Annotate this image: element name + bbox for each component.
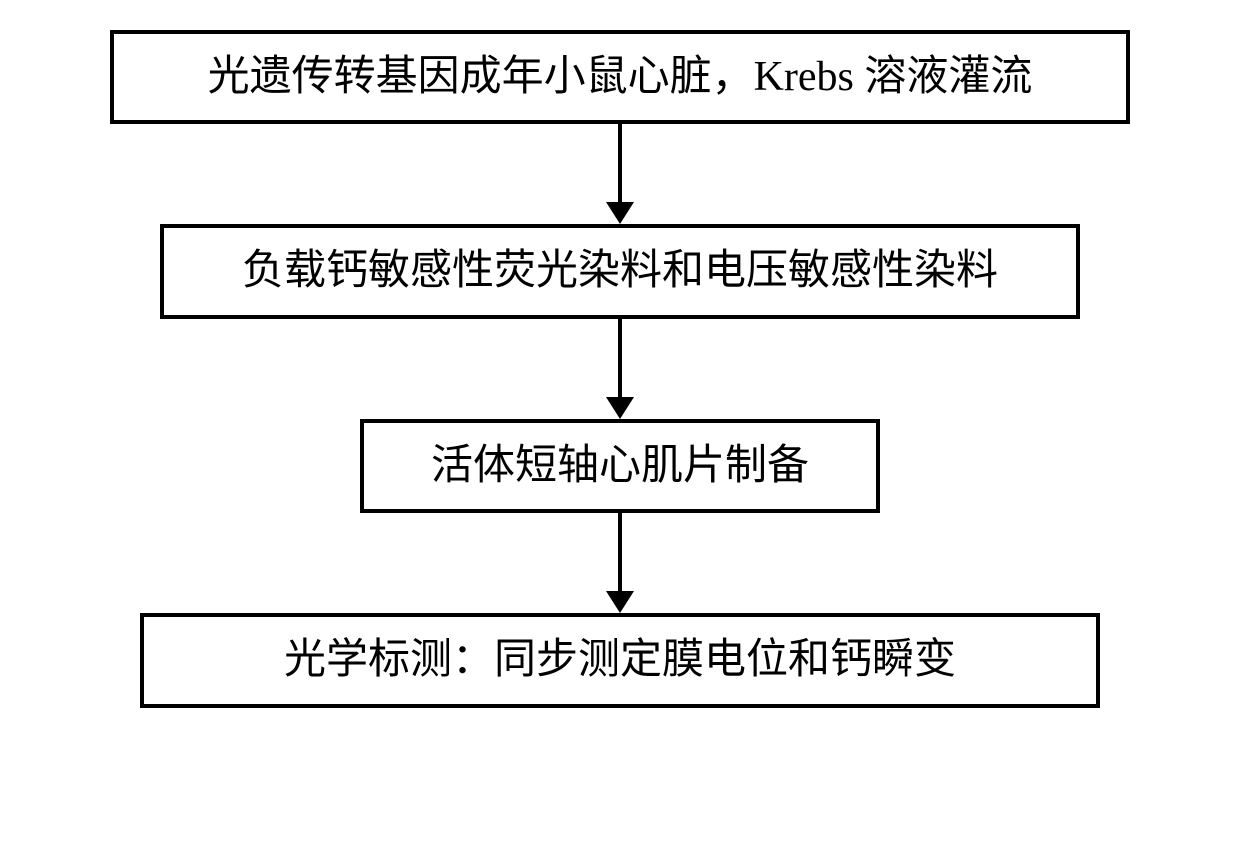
step-2-text: 负载钙敏感性荧光染料和电压敏感性染料 (242, 246, 998, 296)
arrow-1 (606, 124, 634, 224)
flowchart-step-1: 光遗传转基因成年小鼠心脏，Krebs 溶液灌流 (110, 30, 1130, 124)
flowchart-step-3: 活体短轴心肌片制备 (360, 419, 880, 513)
step-4-text: 光学标测：同步测定膜电位和钙瞬变 (284, 635, 956, 685)
arrow-head-icon (606, 202, 634, 224)
arrow-line (618, 124, 622, 202)
arrow-line (618, 513, 622, 591)
arrow-3 (606, 513, 634, 613)
step-1-text: 光遗传转基因成年小鼠心脏，Krebs 溶液灌流 (208, 52, 1033, 102)
arrow-head-icon (606, 397, 634, 419)
flowchart-step-2: 负载钙敏感性荧光染料和电压敏感性染料 (160, 224, 1080, 318)
flowchart-container: 光遗传转基因成年小鼠心脏，Krebs 溶液灌流 负载钙敏感性荧光染料和电压敏感性… (110, 30, 1130, 708)
arrow-head-icon (606, 591, 634, 613)
arrow-line (618, 319, 622, 397)
flowchart-step-4: 光学标测：同步测定膜电位和钙瞬变 (140, 613, 1100, 707)
step-3-text: 活体短轴心肌片制备 (431, 441, 809, 491)
arrow-2 (606, 319, 634, 419)
